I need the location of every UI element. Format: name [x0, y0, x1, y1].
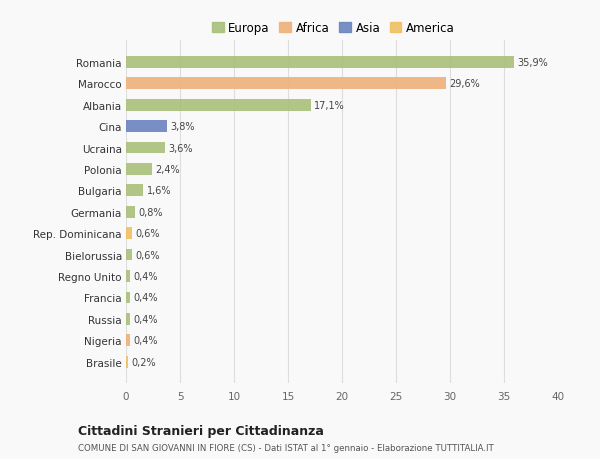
Text: 29,6%: 29,6%: [449, 79, 479, 89]
Text: 17,1%: 17,1%: [314, 101, 344, 111]
Text: 0,4%: 0,4%: [134, 271, 158, 281]
Text: 2,4%: 2,4%: [155, 165, 180, 174]
Text: 0,6%: 0,6%: [136, 250, 160, 260]
Text: 0,4%: 0,4%: [134, 314, 158, 324]
Bar: [126, 228, 133, 240]
Bar: [126, 100, 311, 112]
Bar: [126, 270, 130, 282]
Text: 0,2%: 0,2%: [131, 357, 156, 367]
Bar: [126, 249, 133, 261]
Bar: [126, 185, 143, 197]
Legend: Europa, Africa, Asia, America: Europa, Africa, Asia, America: [208, 18, 458, 38]
Bar: [126, 142, 165, 154]
Text: 3,6%: 3,6%: [168, 143, 193, 153]
Text: 35,9%: 35,9%: [517, 58, 548, 68]
Bar: [126, 164, 152, 175]
Text: COMUNE DI SAN GIOVANNI IN FIORE (CS) - Dati ISTAT al 1° gennaio - Elaborazione T: COMUNE DI SAN GIOVANNI IN FIORE (CS) - D…: [78, 443, 494, 452]
Text: 0,4%: 0,4%: [134, 293, 158, 303]
Bar: [126, 121, 167, 133]
Text: 0,8%: 0,8%: [138, 207, 163, 217]
Text: Cittadini Stranieri per Cittadinanza: Cittadini Stranieri per Cittadinanza: [78, 425, 324, 437]
Bar: [126, 356, 128, 368]
Text: 1,6%: 1,6%: [146, 186, 171, 196]
Bar: [126, 57, 514, 68]
Bar: [126, 292, 130, 303]
Bar: [126, 78, 446, 90]
Bar: [126, 313, 130, 325]
Text: 0,6%: 0,6%: [136, 229, 160, 239]
Text: 0,4%: 0,4%: [134, 336, 158, 346]
Bar: [126, 335, 130, 347]
Text: 3,8%: 3,8%: [170, 122, 195, 132]
Bar: [126, 207, 134, 218]
